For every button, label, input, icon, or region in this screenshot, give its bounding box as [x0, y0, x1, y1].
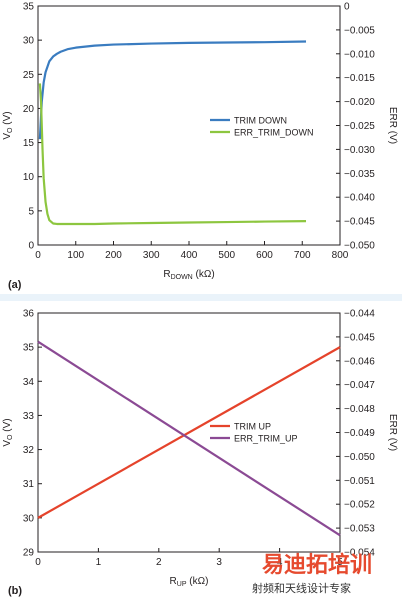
y-right-tick-label: −0.045 [344, 217, 375, 228]
y-left-tick-label: 30 [23, 513, 35, 524]
y-left-tick-label: 36 [23, 309, 35, 320]
legend: TRIM UP ERR_TRIM_UP [210, 422, 298, 444]
y-right-tick-label: −0.053 [344, 524, 375, 535]
y-left-tick-label: 32 [23, 445, 35, 456]
watermark: 易迪拓培训 射频和天线设计专家 [252, 552, 372, 595]
x-axis-label-main: R [170, 576, 177, 587]
x-axis-label-subscript: UP [177, 581, 187, 588]
y-right-tick-label: −0.048 [344, 404, 375, 415]
series-line-trim-up [37, 346, 341, 519]
y-right-tick-label: −0.020 [344, 97, 375, 108]
y-right-tick-label: −0.035 [344, 169, 375, 180]
panel-label: (b) [8, 585, 22, 597]
y-right-tick-label: −0.049 [344, 428, 375, 439]
y-right-tick-label: −0.025 [344, 121, 375, 132]
y-left-tick-label: 31 [23, 479, 35, 490]
separator-band [0, 294, 402, 301]
x-axis-label-main: R [163, 269, 170, 280]
legend-label: TRIM DOWN [234, 116, 287, 126]
y-right-tick-label: −0.047 [344, 380, 375, 391]
y-right-tick-label: −0.045 [344, 332, 375, 343]
y-right-tick-label: −0.054 [344, 548, 375, 559]
y-left-tick-label: 35 [23, 2, 35, 13]
x-tick-label: 200 [105, 250, 122, 261]
y-left-tick-label: 33 [23, 411, 35, 422]
legend-label: ERR_TRIM_DOWN [234, 128, 314, 138]
series-line-err-trim-up [37, 340, 341, 537]
series-line-trim-down [38, 40, 307, 140]
x-tick-label: 700 [294, 250, 311, 261]
x-tick-label: 500 [218, 250, 235, 261]
x-tick-label: 600 [256, 250, 273, 261]
y-left-tick-label: 25 [23, 70, 35, 81]
series-line-err-trim-down [38, 83, 307, 226]
y-right-tick-label: −0.051 [344, 476, 375, 487]
y-right-tick-label: −0.010 [344, 49, 375, 60]
y-right-tick-label: −0.046 [344, 356, 375, 367]
y-left-axis-label-subscript: O [7, 434, 14, 440]
watermark-line-2: 射频和天线设计专家 [252, 581, 351, 595]
y-left-tick-label: 29 [23, 548, 35, 559]
y-left-axis-label-main: V [2, 133, 13, 140]
legend-label: TRIM UP [234, 422, 271, 432]
x-tick-label: 800 [332, 250, 349, 261]
y-right-tick-label: −0.050 [344, 452, 375, 463]
y-left-tick-label: 30 [23, 36, 35, 47]
x-tick-label: 400 [181, 250, 198, 261]
x-tick-label: 1 [96, 557, 102, 568]
y-right-tick-label: −0.052 [344, 500, 375, 511]
x-tick-label: 5 [337, 557, 343, 568]
y-right-axis-label: ERR (V) [387, 107, 398, 144]
y-right-tick-label: 0 [344, 2, 350, 13]
legend: TRIM DOWN ERR_TRIM_DOWN [210, 116, 314, 138]
y-right-tick-label: −0.044 [344, 309, 375, 320]
y-right-tick-label: −0.050 [344, 241, 375, 252]
x-axis-label-subscript: DOWN [171, 274, 193, 281]
y-right-tick-label: −0.030 [344, 145, 375, 156]
x-tick-label: 2 [156, 557, 162, 568]
x-tick-label: 0 [35, 250, 41, 261]
y-right-tick-label: −0.015 [344, 73, 375, 84]
x-tick-label: 4 [277, 557, 283, 568]
y-right-axis-label: ERR (V) [387, 414, 398, 451]
x-axis-label: RUP (kΩ) [170, 576, 209, 588]
y-left-axis-label-unit: (V) [2, 111, 13, 127]
y-left-tick-label: 10 [23, 172, 35, 183]
x-tick-label: 300 [143, 250, 160, 261]
y-left-tick-label: 20 [23, 104, 35, 115]
x-tick-label: 100 [67, 250, 84, 261]
x-axis-label-unit: (kΩ) [187, 576, 209, 587]
y-left-axis-label-main: V [2, 440, 13, 447]
y-left-axis-label: VO (V) [2, 418, 14, 446]
x-axis-label-unit: (kΩ) [193, 269, 215, 280]
y-right-tick-label: −0.040 [344, 193, 375, 204]
panel-label: (a) [8, 279, 22, 291]
y-left-tick-label: 15 [23, 138, 35, 149]
watermark-line-1: 易迪拓培训 [262, 552, 372, 577]
y-left-tick-label: 5 [28, 206, 34, 217]
y-right-tick-label: −0.005 [344, 25, 375, 36]
y-left-axis-label-unit: (V) [2, 418, 13, 434]
y-left-axis-label: VO (V) [2, 111, 14, 139]
y-left-tick-label: 35 [23, 343, 35, 354]
x-axis-label: RDOWN (kΩ) [163, 269, 214, 281]
x-tick-label: 3 [216, 557, 222, 568]
y-left-tick-label: 0 [28, 241, 34, 252]
y-left-tick-label: 34 [23, 377, 35, 388]
y-left-axis-label-subscript: O [7, 127, 14, 133]
x-tick-label: 0 [35, 557, 41, 568]
legend-label: ERR_TRIM_UP [234, 434, 298, 444]
chart-a: 0 100 200 300 400 500 600 700 800 0 5 10 15 20 25 30 35 0… [2, 2, 398, 292]
